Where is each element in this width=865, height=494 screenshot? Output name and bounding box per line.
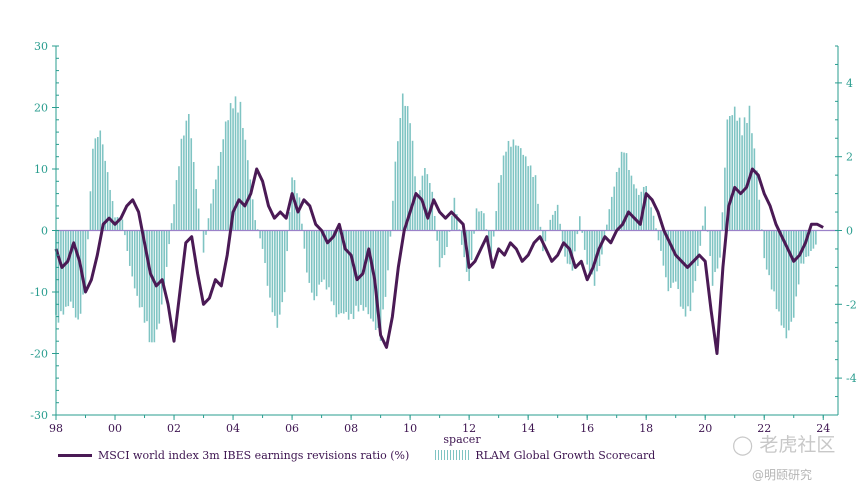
x-tick-label: 00 [108, 422, 122, 435]
x-tick-label: 12 [462, 422, 476, 435]
y-left-tick-label: 0 [41, 225, 48, 238]
y-left-tick-label: -30 [30, 409, 48, 422]
y-left-tick-label: -20 [30, 348, 48, 361]
x-tick-label: 98 [49, 422, 63, 435]
x-tick-label: 04 [226, 422, 240, 435]
x-tick-label: 06 [285, 422, 299, 435]
x-tick-label: 20 [698, 422, 712, 435]
legend-bar-swatch [435, 450, 470, 460]
y-right-tick-label: -4 [846, 372, 857, 385]
x-axis-title: spacer [443, 433, 481, 446]
legend-label-revisions: MSCI world index 3m IBES earnings revisi… [98, 448, 410, 462]
y-right-tick-label: -2 [846, 298, 857, 311]
x-tick-label: 08 [344, 422, 358, 435]
scorecard-bars [55, 93, 817, 343]
x-tick-label: 24 [816, 422, 830, 435]
y-right-tick-label: 4 [846, 77, 853, 90]
y-right-tick-label: 2 [846, 151, 853, 164]
revisions-line [54, 167, 824, 355]
watermark-brand-text: 老虎社区 [759, 434, 836, 456]
legend: MSCI world index 3m IBES earnings revisi… [58, 446, 655, 464]
x-tick-label: 22 [757, 422, 771, 435]
y-right-tick-label: 0 [846, 225, 853, 238]
x-tick-label: 18 [639, 422, 653, 435]
y-left-tick-label: 20 [34, 102, 48, 115]
y-left-tick-label: 10 [34, 163, 48, 176]
x-tick-label: 02 [167, 422, 181, 435]
x-tick-label: 10 [403, 422, 417, 435]
y-left-tick-label: 30 [34, 40, 48, 53]
watermark-brand: ◯ 老虎社区 [732, 434, 836, 456]
legend-line-swatch [58, 453, 92, 457]
watermark-author: @明颐研究 [752, 468, 813, 482]
x-tick-label: 14 [521, 422, 535, 435]
x-tick-label: 16 [580, 422, 594, 435]
y-left-tick-label: -10 [30, 286, 48, 299]
legend-label-scorecard: RLAM Global Growth Scorecard [475, 448, 656, 462]
